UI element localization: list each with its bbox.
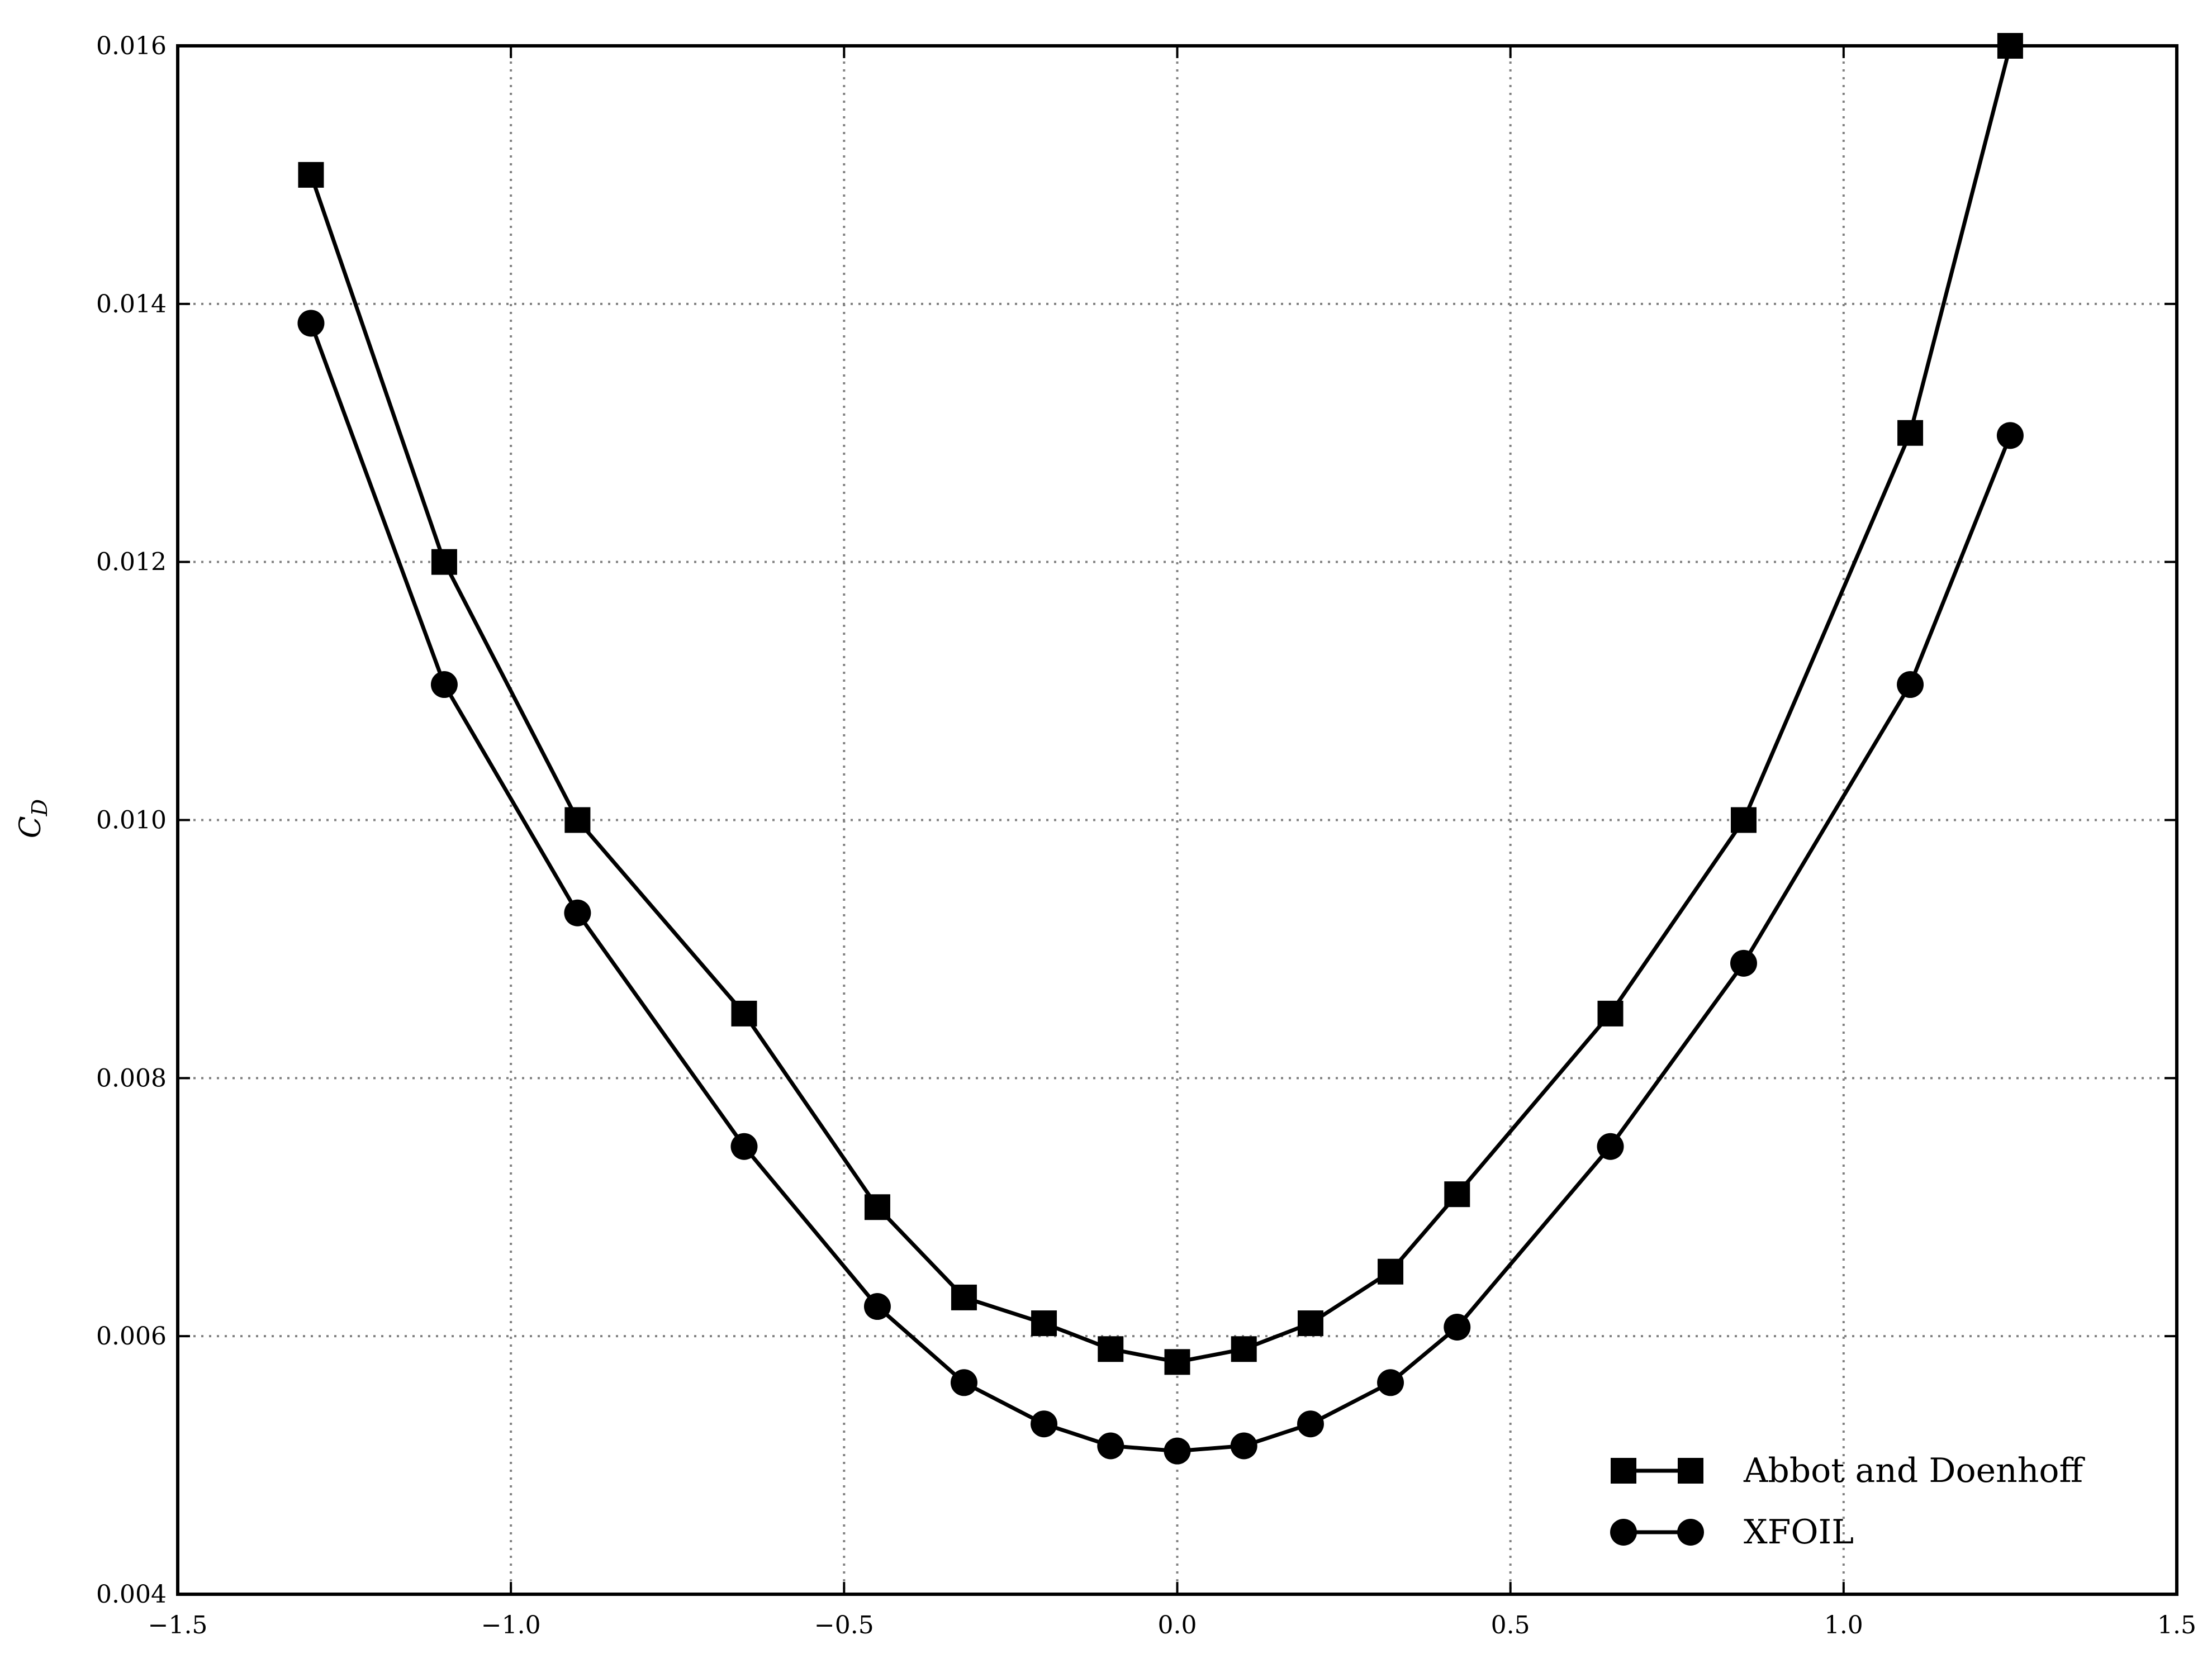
y-tick-label: 0.010 — [96, 806, 167, 835]
data-point-circle — [1230, 1432, 1257, 1460]
data-point-circle — [1164, 1437, 1191, 1465]
series-1 — [297, 310, 2024, 1465]
data-point-square — [1297, 1310, 1323, 1337]
y-tick-label: 0.006 — [96, 1322, 167, 1351]
legend-label: Abbot and Doenhoff — [1743, 1451, 2085, 1490]
data-point-square — [951, 1284, 977, 1310]
data-point-square — [1378, 1258, 1404, 1285]
data-point-circle — [1996, 422, 2024, 449]
y-axis-title: CD — [14, 799, 52, 838]
y-axis-title-main: C — [14, 816, 48, 838]
data-point-square — [298, 161, 324, 188]
series-line-1 — [309, 322, 2012, 1453]
y-axis-title-subscript: D — [27, 799, 52, 816]
data-point-circle — [297, 310, 325, 337]
data-point-square — [431, 549, 457, 575]
data-point-square — [564, 807, 591, 833]
data-point-circle — [1597, 1133, 1624, 1160]
legend: Abbot and Doenhoff XFOIL — [1610, 1451, 2085, 1552]
data-point-square — [1730, 807, 1757, 833]
data-point-square — [1597, 1000, 1624, 1027]
series-0 — [298, 33, 2023, 1375]
data-point-square — [1231, 1336, 1257, 1362]
data-point-circle — [730, 1133, 758, 1160]
data-point-circle — [1444, 1314, 1471, 1341]
x-tick-label: −0.5 — [814, 1611, 874, 1640]
plot-series — [297, 33, 2024, 1465]
data-point-square — [1444, 1181, 1470, 1208]
x-tick-label: 1.0 — [1824, 1611, 1863, 1640]
legend-marker-start — [1610, 1519, 1637, 1546]
data-point-square — [1897, 420, 1924, 446]
legend-entry-0: Abbot and Doenhoff — [1611, 1451, 2085, 1490]
data-point-square — [864, 1194, 890, 1220]
data-point-circle — [1097, 1432, 1124, 1460]
y-tick-label: 0.012 — [96, 548, 167, 577]
data-point-square — [1164, 1349, 1190, 1375]
data-point-circle — [1897, 671, 1924, 698]
legend-marker-end — [1677, 1519, 1704, 1546]
tick-labels: −1.5 −1.0 −0.5 0.0 0.5 1.0 1.5 0.004 0.006 0.008 0… — [96, 32, 2196, 1640]
data-point-circle — [1377, 1369, 1404, 1396]
legend-label: XFOIL — [1744, 1513, 1854, 1552]
legend-marker-start — [1611, 1458, 1636, 1484]
data-point-circle — [863, 1293, 891, 1320]
x-tick-label: 0.0 — [1158, 1611, 1197, 1640]
y-tick-label: 0.016 — [96, 32, 167, 60]
data-point-square — [1031, 1310, 1057, 1337]
plot-frame — [176, 44, 2178, 1596]
x-tick-label: −1.0 — [481, 1611, 541, 1640]
x-tick-label: 0.5 — [1491, 1611, 1530, 1640]
x-tick-label: 1.5 — [2157, 1611, 2196, 1640]
y-tick-label: 0.004 — [96, 1580, 167, 1609]
data-point-circle — [564, 899, 591, 926]
y-tick-label: 0.008 — [96, 1064, 167, 1092]
data-point-circle — [950, 1369, 977, 1396]
data-point-square — [731, 1000, 757, 1027]
series-line-0 — [309, 45, 2012, 1364]
data-point-circle — [1031, 1410, 1058, 1438]
data-point-circle — [1297, 1410, 1324, 1438]
data-point-circle — [430, 671, 458, 698]
legend-entry-1: XFOIL — [1610, 1513, 1854, 1552]
x-tick-label: −1.5 — [148, 1611, 208, 1640]
data-point-circle — [1730, 949, 1757, 977]
legend-marker-end — [1678, 1458, 1703, 1484]
y-tick-label: 0.014 — [96, 290, 167, 319]
data-point-square — [1098, 1336, 1124, 1362]
